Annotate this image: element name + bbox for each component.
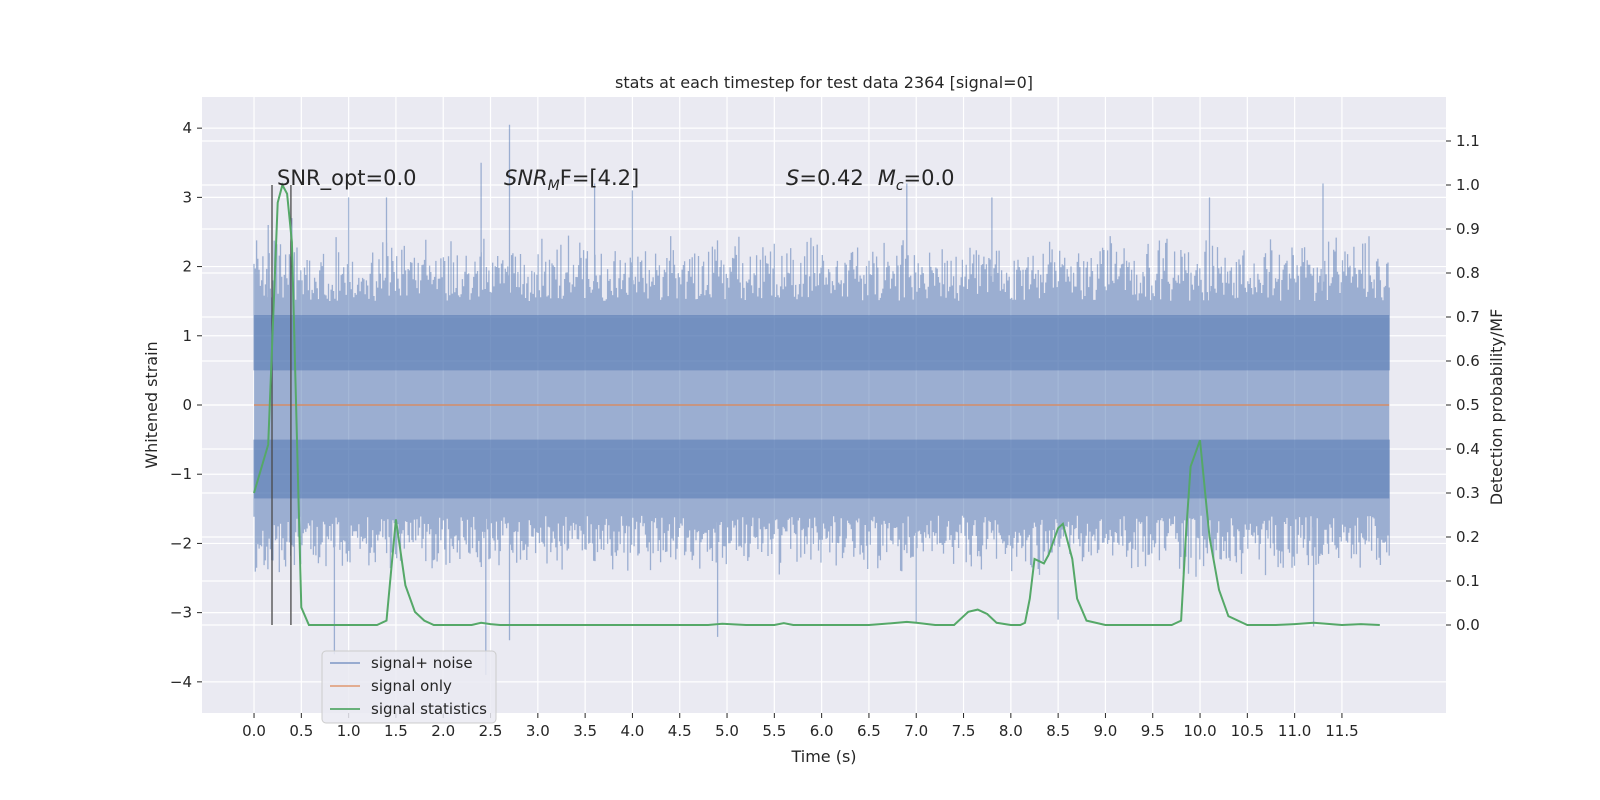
- x-axis-ticks: 0.0 0.5 1.0 1.5 2.0 2.5 3.0 3.5 4.0 4.5 5.0 5.5 6.0 6…: [242, 713, 1359, 740]
- snr-mf-suffix: F=[4.2]: [560, 166, 639, 190]
- y-right-tick-label: 0.7: [1456, 308, 1480, 326]
- y-right-tick-label: 0.9: [1456, 220, 1480, 238]
- x-tick-label: 2.5: [479, 722, 503, 740]
- y-right-axis-label: Detection probability/MF: [1487, 309, 1506, 506]
- y-axis-label: Whitened strain: [142, 341, 161, 468]
- y-right-tick-label: 0.3: [1456, 484, 1480, 502]
- x-axis-label: Time (s): [790, 747, 856, 766]
- annotation-snr-mf: SNRMF=[4.2]: [504, 166, 639, 194]
- x-tick-label: 4.0: [621, 722, 645, 740]
- x-tick-label: 8.0: [999, 722, 1023, 740]
- legend: signal+ noise signal only signal statist…: [321, 650, 497, 724]
- signal-statistics-series: [253, 182, 1380, 627]
- snr-mf-prefix: SNR: [504, 166, 548, 190]
- y-tick-label: −1: [170, 465, 192, 483]
- snr-mf-subscript: M: [548, 178, 560, 194]
- x-tick-label: 6.0: [810, 722, 834, 740]
- x-tick-label: 5.0: [715, 722, 739, 740]
- y-right-tick-label: 0.4: [1456, 440, 1480, 458]
- y-axis-ticks: 4 3 2 1 0 −1 −2 −3 −4: [170, 119, 202, 691]
- s-variable: S: [786, 166, 799, 190]
- y-tick-label: 4: [182, 119, 192, 137]
- mc-variable: M: [878, 166, 896, 190]
- y-right-axis-ticks: 1.1 1.0 0.9 0.8 0.7 0.6 0.5 0.4 0.3 0.2 0.1 0.0: [1446, 132, 1480, 634]
- x-tick-label: 8.5: [1046, 722, 1070, 740]
- x-tick-label: 11.0: [1278, 722, 1311, 740]
- chart-title: stats at each timestep for test data 236…: [615, 73, 1033, 92]
- annotation-snr-opt: SNR_opt=0.0: [277, 166, 417, 191]
- x-tick-label: 7.0: [904, 722, 928, 740]
- legend-label-signal-only: signal only: [371, 677, 452, 695]
- x-tick-label: 9.0: [1094, 722, 1118, 740]
- x-tick-label: 1.0: [337, 722, 361, 740]
- y-tick-label: −3: [170, 604, 192, 622]
- y-tick-label: 2: [182, 258, 192, 276]
- y-tick-label: −4: [170, 673, 192, 691]
- y-right-tick-label: 0.5: [1456, 396, 1480, 414]
- y-right-tick-label: 1.0: [1456, 176, 1480, 194]
- legend-label-statistics: signal statistics: [371, 700, 487, 718]
- legend-label-noise: signal+ noise: [371, 654, 473, 672]
- x-tick-label: 10.5: [1231, 722, 1264, 740]
- x-tick-label: 3.5: [573, 722, 597, 740]
- x-tick-label: 0.0: [242, 722, 266, 740]
- vertical-markers: [271, 185, 292, 625]
- mc-value: =0.0: [904, 166, 955, 190]
- x-tick-label: 4.5: [668, 722, 692, 740]
- x-tick-label: 11.5: [1325, 722, 1358, 740]
- y-tick-label: 1: [182, 327, 192, 345]
- s-value: =0.42: [799, 166, 863, 190]
- y-right-tick-label: 0.0: [1456, 616, 1480, 634]
- y-tick-label: −2: [170, 534, 192, 552]
- noise-lower-spikes: [253, 439, 1390, 675]
- y-right-tick-label: 0.1: [1456, 572, 1480, 590]
- y-tick-label: 3: [182, 188, 192, 206]
- x-tick-label: 5.5: [762, 722, 786, 740]
- annotation-s-mc: S=0.42 Mc=0.0: [786, 166, 955, 194]
- x-tick-label: 7.5: [952, 722, 976, 740]
- y-tick-label: 0: [182, 396, 192, 414]
- legend-box: [321, 650, 497, 724]
- x-tick-label: 0.5: [289, 722, 313, 740]
- x-tick-label: 1.5: [384, 722, 408, 740]
- noise-upper-spikes: [253, 124, 1390, 371]
- y-right-tick-label: 1.1: [1456, 132, 1480, 150]
- x-tick-label: 10.0: [1183, 722, 1216, 740]
- x-tick-label: 6.5: [857, 722, 881, 740]
- signal-noise-series: [253, 124, 1390, 675]
- x-tick-label: 2.0: [431, 722, 455, 740]
- y-right-tick-label: 0.2: [1456, 528, 1480, 546]
- x-tick-label: 9.5: [1141, 722, 1165, 740]
- mc-subscript: c: [896, 178, 904, 194]
- y-right-tick-label: 0.6: [1456, 352, 1480, 370]
- x-tick-label: 3.0: [526, 722, 550, 740]
- y-right-tick-label: 0.8: [1456, 264, 1480, 282]
